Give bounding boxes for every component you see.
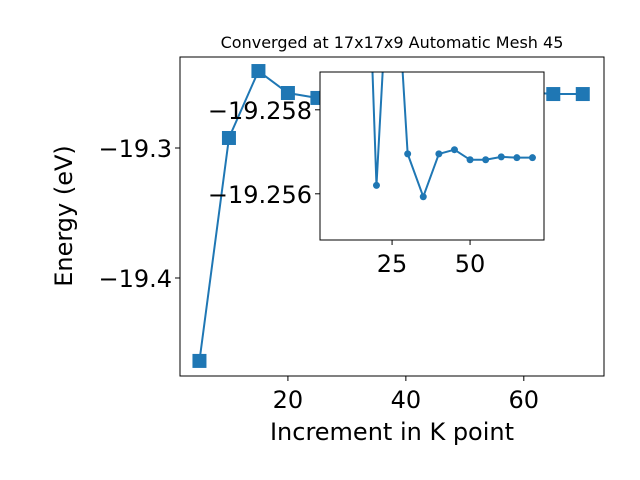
marker xyxy=(280,86,295,101)
marker xyxy=(419,193,427,201)
marker xyxy=(404,150,412,158)
marker xyxy=(435,150,443,158)
marker xyxy=(575,87,590,102)
x-tick-label: 60 xyxy=(509,386,540,414)
marker xyxy=(482,156,490,164)
marker xyxy=(372,181,380,189)
marker xyxy=(221,130,236,145)
axes-frame xyxy=(319,71,545,241)
inset-background xyxy=(320,72,544,240)
y-tick-label: −19.256 xyxy=(208,181,312,209)
marker xyxy=(450,146,458,154)
x-axis-label: Increment in K point xyxy=(270,418,514,446)
marker xyxy=(466,156,474,164)
y-tick-label: −19.258 xyxy=(208,97,312,125)
marker xyxy=(546,87,561,102)
marker xyxy=(513,154,521,162)
x-tick-label: 25 xyxy=(377,250,408,278)
y-axis-label: Energy (eV) xyxy=(50,145,78,287)
x-tick-label: 50 xyxy=(455,250,486,278)
y-tick-label: −19.4 xyxy=(98,265,172,293)
chart-title: Converged at 17x17x9 Automatic Mesh 45 xyxy=(221,33,564,52)
axes-frame xyxy=(179,56,605,377)
marker xyxy=(192,353,207,368)
marker xyxy=(251,64,266,79)
inset-axes: 25 50 −19.258 −19.256 xyxy=(208,71,545,278)
y-tick-label: −19.3 xyxy=(98,135,172,163)
marker xyxy=(528,154,536,162)
marker xyxy=(497,153,505,161)
x-tick-label: 20 xyxy=(273,386,304,414)
plot-area xyxy=(371,72,536,201)
x-tick-label: 40 xyxy=(391,386,422,414)
